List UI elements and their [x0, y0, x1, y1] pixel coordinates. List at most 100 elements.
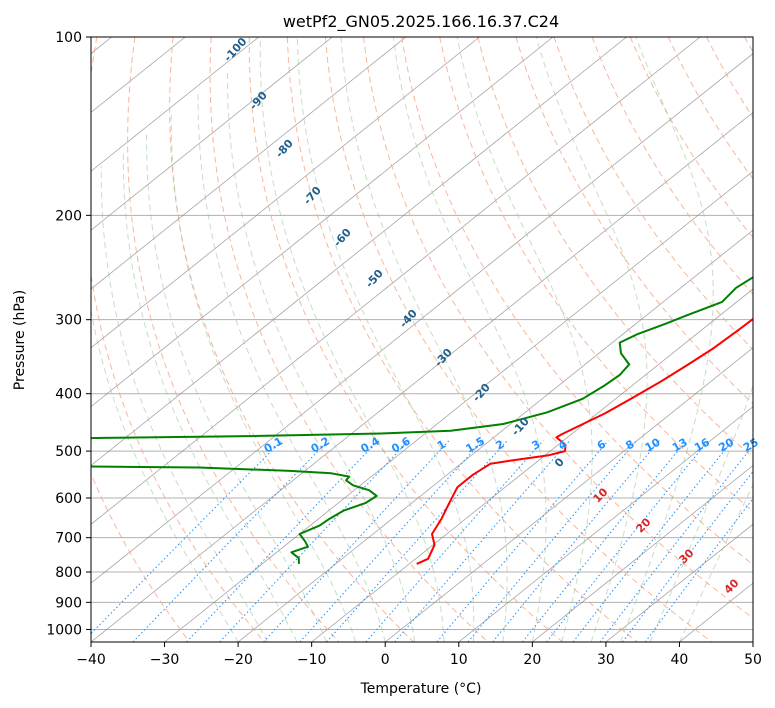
mixing-ratio-line — [91, 440, 283, 635]
dry-adiabat-line — [744, 37, 753, 54]
moist-adiabat-line — [100, 165, 268, 642]
dry-adiabat-label: -100 — [221, 35, 249, 64]
mixing-ratio-line — [394, 440, 571, 642]
dry-adiabat-line — [91, 472, 191, 642]
chart-title: wetPf2_GN05.2025.166.16.37.C24 — [283, 12, 559, 32]
isotherm-line — [91, 37, 407, 290]
background-lines — [91, 37, 753, 642]
isotherm-line — [679, 582, 753, 642]
mixing-ratio-line — [186, 440, 379, 642]
x-axis-title: Temperature (°C) — [360, 681, 482, 697]
mixing-ratio-line — [546, 440, 709, 642]
moist-adiabat-line — [170, 114, 357, 642]
mixing-ratio-label: 20 — [716, 435, 736, 454]
x-tick-label: 50 — [744, 652, 762, 668]
mixing-ratio-label: 10 — [643, 435, 663, 454]
isotherm-line — [91, 37, 260, 172]
dry-adiabat-label: -50 — [363, 267, 386, 291]
mixing-ratio-line — [436, 440, 609, 642]
dry-adiabat-line — [286, 37, 638, 642]
isotherm-line — [532, 464, 753, 642]
dry-adiabat-line — [553, 37, 753, 351]
x-tick-label: 30 — [597, 652, 615, 668]
y-tick-label: 700 — [55, 531, 82, 547]
isotherm-line — [311, 288, 753, 642]
moist-adiabat-line — [197, 94, 386, 642]
plot-frame — [90, 36, 754, 643]
mixing-ratio-label: 2 — [493, 438, 506, 453]
isotherm-line — [91, 37, 480, 349]
y-tick-label: 900 — [55, 595, 82, 611]
dry-adiabat-line — [705, 37, 753, 119]
mixing-ratio-label: 4 — [556, 437, 569, 452]
y-tick-label: 600 — [55, 491, 82, 507]
dry-adiabat-line — [169, 37, 414, 642]
dry-adiabat-line — [477, 37, 753, 459]
isotherm-line — [91, 37, 627, 466]
x-tick-label: −20 — [223, 652, 253, 668]
mixing-ratio-label: 0.4 — [358, 434, 382, 455]
y-tick-label: 300 — [55, 313, 82, 329]
x-tick-label: −10 — [297, 652, 327, 668]
isotherm-line — [91, 37, 333, 231]
y-tick-label: 100 — [55, 30, 82, 46]
moist-adiabat-line — [456, 37, 593, 642]
mixing-ratio-line — [326, 440, 508, 642]
mixing-ratio-label: 1.5 — [464, 435, 487, 456]
mixing-ratio-label: 0.6 — [389, 434, 413, 455]
moist-adiabat-label: 30 — [677, 546, 697, 566]
isotherm-line — [164, 170, 753, 642]
dry-adiabat-line — [324, 37, 713, 642]
moist-adiabat-label: 20 — [634, 515, 654, 535]
mixing-ratio-line — [644, 497, 753, 642]
x-tick-label: −40 — [76, 652, 106, 668]
moist-adiabat-line — [678, 483, 753, 642]
mixing-ratio-label: 6 — [595, 437, 608, 452]
dry-adiabat-line — [401, 37, 753, 566]
mixing-ratio-line — [365, 440, 544, 642]
profile-lines — [91, 276, 753, 565]
mixing-ratio-label: 25 — [741, 436, 761, 455]
moist-adiabat-line — [122, 149, 298, 642]
dry-adiabat-label: -40 — [397, 307, 420, 331]
mixing-ratio-line — [132, 440, 329, 642]
isotherm-line — [91, 37, 554, 408]
moist-adiabat-line — [620, 37, 714, 642]
mixing-ratio-label: 0.1 — [262, 435, 285, 456]
x-tick-label: −30 — [150, 652, 180, 668]
moist-adiabat-line — [535, 37, 648, 642]
mixing-ratio-line — [219, 440, 410, 642]
moist-adiabat-line — [649, 384, 753, 642]
dry-adiabat-line — [363, 37, 753, 619]
dry-adiabat-line — [127, 37, 340, 642]
moist-adiabat-line — [296, 37, 475, 642]
mixing-ratio-label: 1 — [435, 438, 448, 453]
mixing-ratio-label: 3 — [530, 438, 543, 453]
y-tick-label: 200 — [55, 208, 82, 224]
dry-adiabat-label: -20 — [470, 381, 493, 405]
y-tick-label: 500 — [55, 444, 82, 460]
mixing-ratio-line — [522, 440, 687, 642]
x-tick-label: 10 — [450, 652, 468, 668]
y-tick-label: 400 — [55, 387, 82, 403]
x-tick-label: 40 — [671, 652, 689, 668]
mixing-ratio-line — [599, 444, 753, 642]
dry-adiabat-line — [91, 37, 265, 642]
isotherm-line — [91, 37, 701, 525]
isotherm-line — [237, 229, 753, 642]
moist-adiabat-line — [227, 73, 416, 642]
isotherm-line — [605, 523, 753, 642]
x-tick-label: 20 — [523, 652, 541, 668]
mixing-ratio-line — [622, 470, 753, 642]
x-axis: −40 −30 −20 −10 0 10 20 30 40 50 — [76, 642, 762, 668]
isotherm-line — [752, 641, 753, 642]
mixing-ratio-line — [263, 440, 450, 642]
moist-adiabat-label: 40 — [722, 576, 742, 596]
mixing-ratio-label: 16 — [692, 435, 712, 454]
isotherm-line — [384, 347, 753, 642]
y-axis-title: Pressure (hPa) — [12, 290, 28, 390]
dry-adiabat-label: -60 — [331, 226, 354, 250]
dry-adiabat-label: -30 — [432, 346, 455, 370]
y-tick-label: 1000 — [46, 622, 82, 638]
y-tick-label: 800 — [55, 565, 82, 581]
